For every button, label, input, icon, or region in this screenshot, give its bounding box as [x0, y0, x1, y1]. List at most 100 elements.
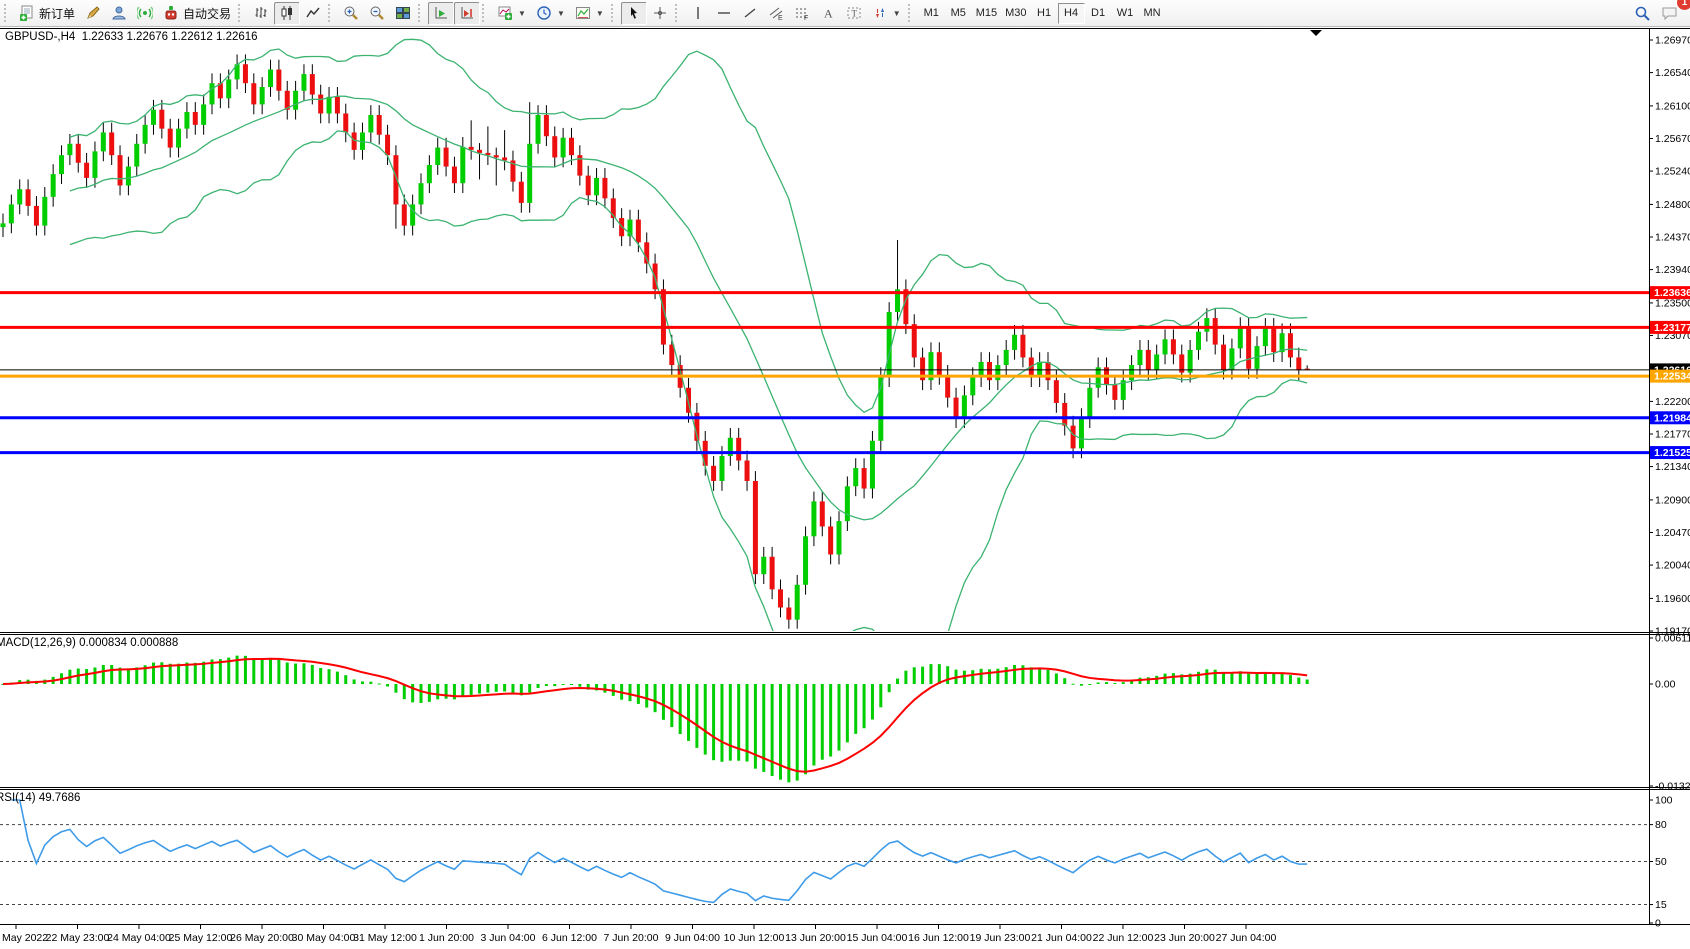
timeframe-m15-button[interactable]: M15: [972, 3, 1001, 24]
rsi-axis-tick: 0: [1655, 918, 1661, 930]
zoom-in-button[interactable]: [338, 2, 364, 25]
bar-chart-button[interactable]: [248, 2, 274, 25]
text-label-tool-button[interactable]: T: [841, 2, 867, 25]
arrows-icon: [875, 8, 884, 18]
profile-icon: [112, 6, 126, 20]
svg-text:1.22534: 1.22534: [1654, 371, 1690, 383]
chat-bubble-icon: [1662, 7, 1677, 21]
time-axis-label: 19 Jun 23:00: [970, 932, 1031, 944]
profile-button[interactable]: [106, 2, 132, 25]
macd-panel: [1, 655, 1309, 783]
cursor-button[interactable]: [620, 1, 647, 25]
trendline-tool-button[interactable]: [737, 2, 763, 25]
rsi-axis-tick: 80: [1655, 819, 1667, 831]
notification-badge: 1: [1677, 0, 1690, 10]
periods-button[interactable]: ▼: [531, 2, 570, 25]
price-axis-tick: 1.20470: [1655, 527, 1690, 539]
time-axis-label: 10 Jun 12:00: [724, 932, 785, 944]
price-axis-tick: 1.20900: [1655, 494, 1690, 506]
chart-title: GBPUSD-,H4 1.22633 1.22676 1.22612 1.226…: [5, 31, 258, 43]
price-axis-tick: 1.21340: [1655, 461, 1690, 473]
price-axis-tick: 1.25240: [1655, 166, 1690, 178]
price-axis-tick: 1.24800: [1655, 199, 1690, 211]
macd-axis-tick: 0.006114: [1655, 633, 1690, 645]
auto-scroll-button[interactable]: [428, 1, 455, 25]
autotrade-label: 自动交易: [183, 6, 232, 21]
timeframe-mn-button[interactable]: MN: [1139, 3, 1166, 24]
timeframe-m1-button[interactable]: M1: [918, 3, 945, 24]
horizontal-line-tool-button[interactable]: [711, 2, 737, 25]
group-grip[interactable]: [418, 4, 424, 22]
group-grip[interactable]: [238, 4, 244, 22]
svg-text:1.21984: 1.21984: [1654, 412, 1690, 424]
add-indicator-button[interactable]: ▼: [492, 2, 531, 25]
arrows-tool-button[interactable]: ▼: [867, 2, 906, 25]
zoom-out-button[interactable]: [364, 2, 390, 25]
new-order-button[interactable]: 新订单: [14, 2, 80, 25]
dropdown-arrow-icon: ▼: [892, 8, 901, 18]
timeframe-d1-button[interactable]: D1: [1085, 3, 1112, 24]
zoom-out-icon: [370, 6, 384, 20]
price-axis-tick: 1.25670: [1655, 133, 1690, 145]
chat-button[interactable]: [1656, 2, 1684, 25]
line-chart-button[interactable]: [300, 2, 326, 25]
signal-icon: [137, 6, 154, 20]
search-button[interactable]: [1629, 2, 1656, 25]
svg-text:A: A: [824, 7, 833, 21]
group-grip[interactable]: [482, 4, 488, 22]
time-axis-label: 7 Jun 20:00: [604, 932, 659, 944]
tile-windows-button[interactable]: [390, 2, 416, 25]
group-grip[interactable]: [610, 4, 617, 22]
crosshair-button[interactable]: [647, 2, 673, 25]
fibonacci-tool-button[interactable]: F: [789, 2, 815, 25]
svg-text:1.21525: 1.21525: [1654, 447, 1690, 459]
vertical-line-tool-button[interactable]: [685, 2, 711, 25]
rsi-indicator-label: RSI(14) 49.7686: [0, 792, 81, 804]
cursor-icon: [630, 7, 637, 19]
price-axis-tick: 1.26970: [1655, 35, 1690, 47]
search-icon: [1635, 6, 1650, 21]
chart-shift-button[interactable]: [454, 1, 481, 25]
chart-ohlc-values: 1.22633 1.22676 1.22612 1.22616: [81, 31, 258, 43]
timeframe-m5-button[interactable]: M5: [945, 3, 972, 24]
macd-axis-tick: -0.01324: [1655, 781, 1690, 793]
price-axis-tick: 1.19600: [1655, 593, 1690, 605]
time-axis-label: 9 Jun 04:00: [665, 932, 720, 944]
price-line-tag: 1.22534: [1650, 369, 1690, 383]
price-axis-tick: 1.23940: [1655, 264, 1690, 276]
autotrade-button[interactable]: 自动交易: [158, 2, 236, 25]
group-grip[interactable]: [328, 4, 334, 22]
time-axis-label: 22 Jun 12:00: [1093, 932, 1154, 944]
group-grip[interactable]: [907, 4, 914, 22]
timeframe-m30-button[interactable]: M30: [1001, 3, 1030, 24]
equidistant-channel-button[interactable]: E: [763, 2, 789, 25]
time-axis-label: 15 Jun 04:00: [847, 932, 908, 944]
timeframe-w1-button[interactable]: W1: [1112, 3, 1139, 24]
time-axis-label: 6 Jun 12:00: [542, 932, 597, 944]
price-axis-tick: 1.26540: [1655, 67, 1690, 79]
timeframe-h4-button[interactable]: H4: [1057, 2, 1085, 24]
price-axis-tick: 1.20040: [1655, 560, 1690, 572]
toolbar: 新订单: [0, 0, 1690, 27]
text-tool-button[interactable]: A: [815, 2, 841, 25]
group-grip[interactable]: [674, 4, 681, 22]
styler-button[interactable]: [80, 2, 106, 25]
time-axis-label: 27 Jun 04:00: [1216, 932, 1277, 944]
timeframe-h1-button[interactable]: H1: [1031, 3, 1058, 24]
time-axis-label: 26 May 20:00: [230, 932, 294, 944]
autotrade-icon: [165, 6, 177, 20]
candlestick-chart-button[interactable]: [274, 1, 301, 25]
price-line-tag: 1.21525: [1650, 446, 1690, 460]
bar-chart-icon: [255, 7, 267, 18]
price-line-tag: 1.23177: [1650, 320, 1690, 334]
toolbar-grip[interactable]: [4, 4, 10, 22]
template-button[interactable]: ▼: [570, 2, 609, 25]
text-label-icon: T: [847, 7, 861, 19]
svg-text:T: T: [851, 9, 857, 19]
svg-text:1.23636: 1.23636: [1654, 287, 1690, 299]
new-order-icon: [20, 5, 33, 21]
crosshair-icon: [653, 7, 666, 19]
signal-button[interactable]: [132, 2, 158, 25]
